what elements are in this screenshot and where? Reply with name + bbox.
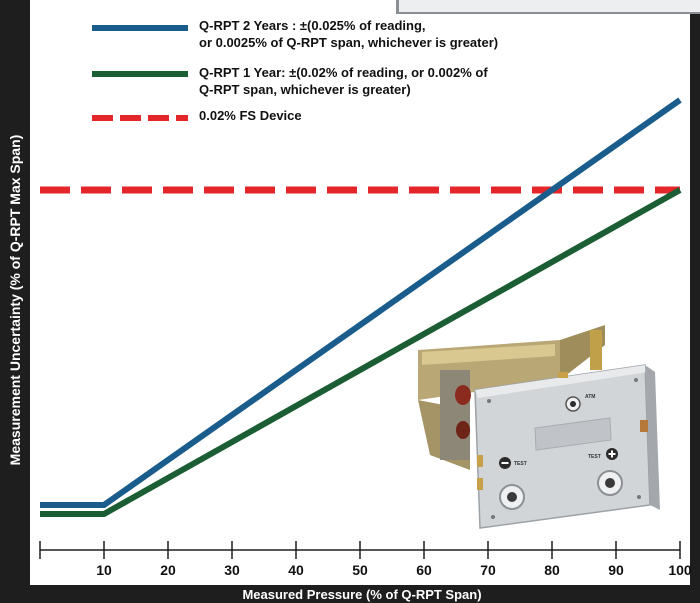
legend: Q-RPT 2 Years : ±(0.025% of reading, or 0… [92, 18, 498, 123]
panel-corner-edge-bottom [396, 12, 700, 14]
legend-label-2: Q-RPT span, whichever is greater) [199, 82, 411, 97]
x-tick-label: 90 [608, 562, 624, 578]
chart-frame-bottom [0, 585, 700, 603]
test-plus-label: TEST [588, 454, 601, 460]
x-tick-label: 20 [160, 562, 176, 578]
legend-label-1: Q-RPT 2 Years : ±(0.025% of reading, [199, 18, 426, 33]
legend-label-1: or 0.0025% of Q-RPT span, whichever is g… [199, 35, 498, 50]
atm-label: ATM [585, 394, 595, 400]
series-line-q-rpt-2-years [40, 97, 682, 508]
series-layer [40, 97, 682, 517]
series-line-q-rpt-1-year [40, 187, 682, 517]
x-tick-label: 40 [288, 562, 304, 578]
panel-corner-edge [396, 0, 399, 14]
x-tick-label: 70 [480, 562, 496, 578]
test-minus-label: TEST [514, 461, 527, 467]
panel-corner [396, 0, 700, 14]
y-axis-title: Measurement Uncertainty (% of Q-RPT Max … [7, 135, 23, 466]
legend-label-3: 0.02% FS Device [199, 108, 302, 123]
x-tick-label: 50 [352, 562, 368, 578]
legend-label-2: Q-RPT 1 Year: ±(0.02% of reading, or 0.0… [199, 65, 488, 80]
x-tick-label: 10 [96, 562, 112, 578]
x-tick-label: 30 [224, 562, 240, 578]
chart-frame-right [690, 0, 700, 603]
x-axis-title: Measured Pressure (% of Q-RPT Span) [242, 587, 481, 602]
x-tick-label: 80 [544, 562, 560, 578]
q-rpt-module-photo: ATM TEST TEST [418, 325, 660, 529]
chart-frame-left [0, 0, 30, 603]
x-tick-label: 100 [668, 562, 692, 578]
x-tick-label: 60 [416, 562, 432, 578]
x-axis-ticks: 10 20 30 40 50 60 70 80 90 100 [39, 541, 692, 578]
